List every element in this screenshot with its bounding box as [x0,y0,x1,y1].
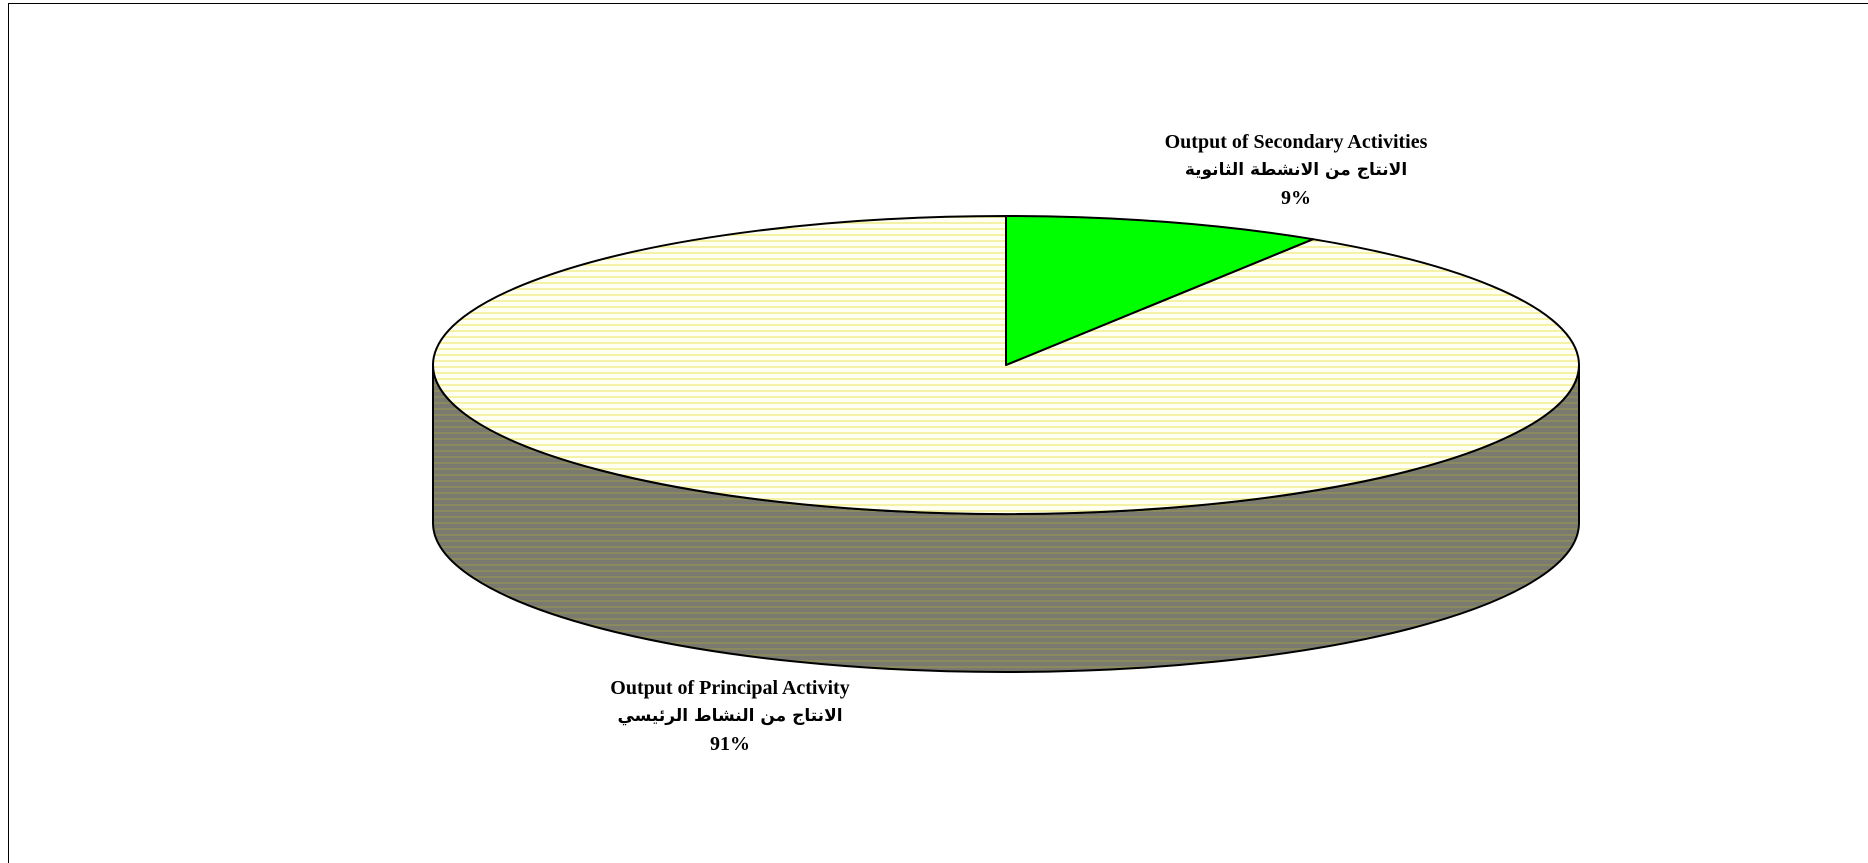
slice-label-principal-en: Output of Principal Activity [610,677,850,699]
slice-label-secondary-en: Output of Secondary Activities [1164,131,1428,153]
pie-top-layer [432,215,1580,515]
slice-label-principal-ar: الانتاج من النشاط الرئيسي [617,706,843,726]
slice-label-secondary: Output of Secondary Activities الانتاج م… [1106,128,1486,212]
pie-slice-secondary [1005,215,1315,366]
slice-label-secondary-percent: 9% [1281,187,1311,209]
chart-frame [8,3,1868,863]
slice-label-principal: Output of Principal Activity الانتاج من … [550,674,910,758]
slice-label-principal-percent: 91% [710,733,750,755]
slice-label-secondary-ar: الانتاج من الانشطة الثانوية [1184,160,1408,180]
